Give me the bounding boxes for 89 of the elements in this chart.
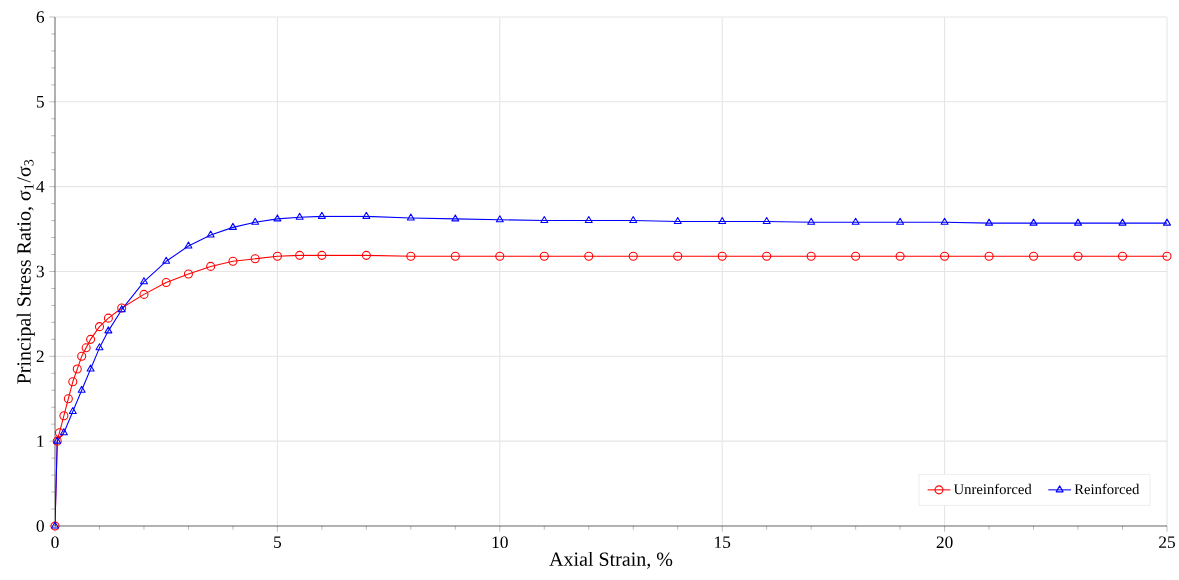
point [717,251,727,261]
x-tick-label: 25 [1159,536,1175,549]
point [762,216,771,224]
point [629,216,638,224]
point [361,250,371,260]
point [251,217,260,225]
point [95,343,104,351]
point [851,251,861,261]
point [59,428,68,436]
point [495,251,505,261]
point [895,251,905,261]
point [495,215,504,223]
point [1118,218,1127,226]
point [77,385,86,393]
point [206,230,215,238]
point [161,277,171,288]
point [86,364,95,372]
point [295,250,305,260]
point [139,289,149,299]
point [1163,218,1172,226]
point [406,251,416,261]
point [250,254,260,264]
x-tick-label: 5 [274,536,282,548]
x-tick-label: 15 [715,536,731,548]
point [718,216,727,224]
point [985,218,994,226]
y-tick-label: 3 [36,265,44,278]
x-tick-label: 0 [51,536,59,549]
point [273,214,282,222]
point [54,428,64,438]
point [139,277,148,285]
point [1029,251,1039,261]
point [673,251,683,261]
point [184,241,193,249]
x-axis-title: Axial Strain, % [549,551,673,569]
point [584,216,593,224]
point [103,313,113,323]
point [762,251,772,261]
point [86,334,96,344]
legend-label: Reinforced [1074,483,1140,495]
y-tick-label: 5 [36,96,44,108]
y-tick-label: 2 [36,350,44,363]
point [317,211,326,219]
point [540,216,549,224]
point [77,351,87,361]
point [1117,251,1128,261]
point [1029,218,1038,226]
point [896,217,905,225]
point [183,269,193,279]
point [1073,251,1083,261]
point [81,343,91,353]
point [851,217,860,225]
point [72,364,82,374]
point [59,411,69,421]
legend-label: Unreinforced [953,483,1032,495]
point [940,251,950,261]
point [68,377,78,387]
point [104,326,113,334]
y-tick-label: 4 [36,180,45,193]
point [228,256,238,266]
point [317,250,327,260]
point [162,256,171,264]
point [295,212,304,220]
point [806,251,816,261]
point [228,222,237,230]
y-tick-label: 6 [36,11,45,23]
y-tick-label: 0 [36,520,44,532]
point [362,211,371,219]
point [940,217,949,225]
point [628,251,638,261]
point [406,213,415,221]
point [584,251,594,261]
x-tick-label: 10 [492,536,508,549]
point [450,251,460,261]
point [451,214,460,222]
point [807,217,816,225]
point [272,251,282,261]
point [539,251,549,261]
point [984,251,994,261]
point [1074,218,1083,226]
y-axis-title: Principal Stress Ratio, σ$_{1}$/σ$_{3}$ [16,159,35,384]
point [206,261,216,271]
point [94,322,105,332]
point [68,406,77,414]
x-tick-label: 20 [936,536,953,549]
y-tick-label: 1 [37,435,44,447]
point [673,216,682,224]
point [1162,251,1172,261]
point [63,394,73,404]
